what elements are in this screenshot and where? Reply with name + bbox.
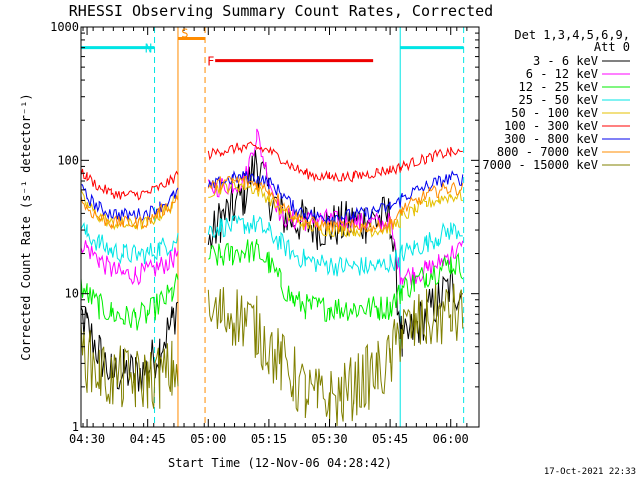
x-tick-label: 04:30	[69, 432, 105, 446]
legend-entry-label: 300 - 800 keV	[504, 132, 598, 146]
legend-entry-label: 800 - 7000 keV	[497, 145, 598, 159]
x-tick-label: 05:15	[251, 432, 287, 446]
y-axis-label: Corrected Count Rate (s⁻¹ detector⁻¹)	[19, 93, 33, 360]
legend-entry-label: 12 - 25 keV	[519, 80, 598, 94]
series-line-300-800-	[81, 170, 464, 225]
flags-layer	[81, 27, 465, 427]
flag-label-S: S	[181, 26, 188, 40]
legend-entry-label: 6 - 12 keV	[526, 67, 598, 81]
legend-entry-label: 100 - 300 keV	[504, 119, 598, 133]
x-tick-label: 05:45	[372, 432, 408, 446]
x-tick-label: 05:30	[311, 432, 347, 446]
y-tick-label: 1000	[50, 20, 79, 34]
timestamp: 17-Oct-2021 22:33	[544, 467, 636, 477]
legend-entry-label: 50 - 100 keV	[511, 106, 598, 120]
series-layer	[81, 128, 464, 426]
axes-layer: 04:30 04:45 05:00 05:15 05:30 05:45 06:00 1 10 10…	[50, 20, 479, 446]
y-tick-label: 1	[72, 420, 79, 434]
x-axis-label: Start Time (12-Nov-06 04:28:42)	[168, 456, 392, 470]
series-line-6-12-	[81, 128, 464, 286]
y-tick-label: 100	[57, 153, 79, 167]
y-tick-label: 10	[65, 287, 79, 301]
flag-label-N: N	[145, 42, 152, 56]
x-tick-label: 05:00	[190, 432, 226, 446]
flag-label-F: F	[207, 55, 214, 69]
series-line-12-25-	[81, 239, 464, 331]
plot-frame	[80, 26, 480, 428]
legend-entry-label: 7000 - 15000 keV	[482, 158, 598, 172]
series-line-100-300-	[81, 141, 463, 201]
legend-header-attenuator: Att 0	[594, 40, 630, 54]
legend-entry-label: 25 - 50 keV	[519, 93, 598, 107]
x-tick-label: 06:00	[433, 432, 469, 446]
x-tick-label: 04:45	[130, 432, 166, 446]
series-line-7000-15000-	[81, 283, 464, 426]
legend-entry-label: 3 - 6 keV	[533, 54, 598, 68]
series-line-25-50-	[81, 215, 463, 277]
series-line-800-7000-	[81, 175, 464, 233]
chart-title: RHESSI Observing Summary Count Rates, Co…	[69, 2, 493, 20]
legend-header-detectors: Det 1,3,4,5,6,9,	[514, 28, 630, 42]
